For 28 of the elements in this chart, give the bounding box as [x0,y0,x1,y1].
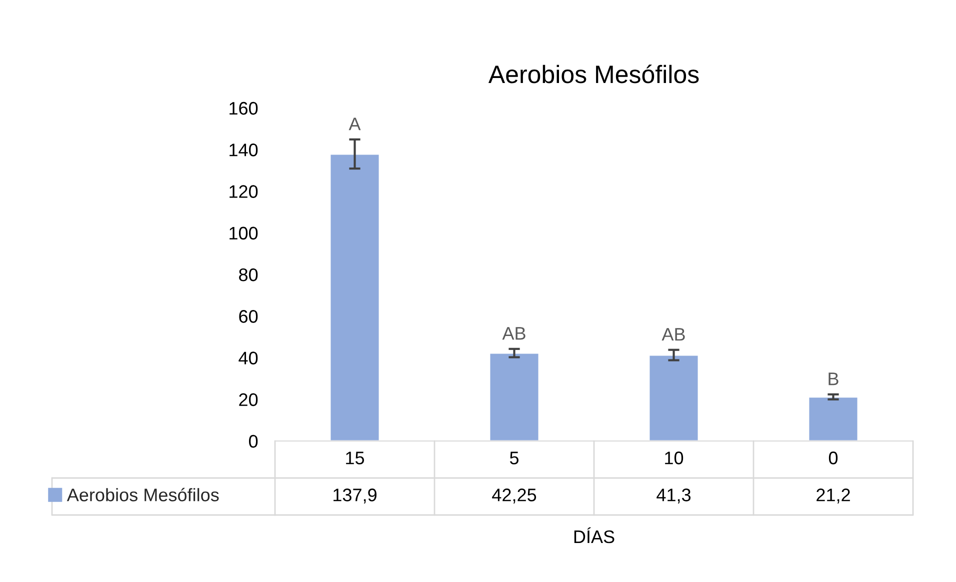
x-tick-label: 5 [510,452,519,464]
data-label: 41,3 [656,488,691,504]
y-tick-label: 40 [238,352,258,364]
bar [329,153,380,441]
x-axis-title: DÍAS [574,527,614,544]
y-tick-label: 120 [230,185,258,198]
bar [648,354,700,441]
annotation: AB [502,327,526,340]
bar [808,396,859,441]
x-tick-label: 15 [346,452,364,464]
chart-title: Aerobios Mesófilos [488,64,699,84]
bar [488,352,540,441]
y-tick-label: 100 [230,226,258,240]
x-tick-label: 0 [828,452,838,464]
y-tick-label: 140 [230,144,258,156]
annotation: A [348,118,361,130]
y-tick-label: 60 [239,310,258,323]
data-label: 42,25 [492,488,536,504]
data-label: 137,9 [334,488,376,504]
y-tick-label: 80 [239,268,258,282]
legend-label: Aerobios Mesófilos [66,488,219,502]
data-label: 21,2 [816,488,850,504]
x-tick-label: 10 [665,452,684,464]
annotation: AB [662,328,685,341]
y-tick-label: 0 [249,434,258,448]
y-tick-label: 160 [230,102,258,115]
y-tick-label: 20 [239,393,258,406]
annotation: B [828,372,838,386]
